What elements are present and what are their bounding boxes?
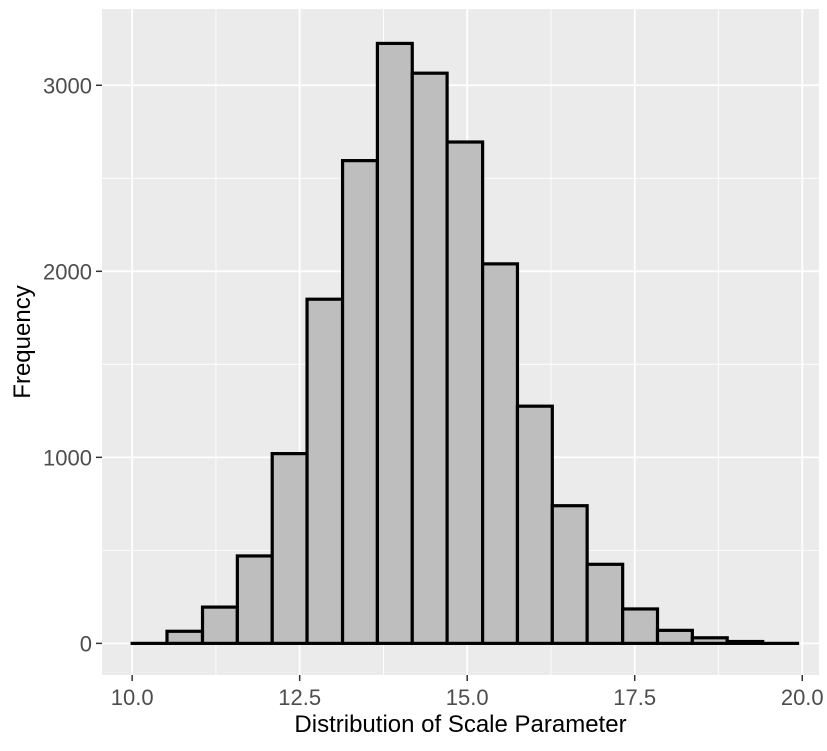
histogram-bar [587, 564, 623, 643]
y-tick-label: 1000 [43, 445, 92, 470]
histogram-bar [623, 609, 658, 643]
histogram-bar [237, 556, 272, 643]
histogram-bar [343, 161, 378, 644]
y-axis-ticks: 0 1000 2000 3000 [43, 73, 102, 656]
x-tick-label: 20.0 [781, 685, 824, 710]
x-axis-ticks: 10.0 12.5 15.0 17.5 20.0 [111, 675, 824, 710]
histogram-bar [272, 454, 307, 644]
y-axis-title: Frequency [9, 285, 36, 398]
y-tick-label: 3000 [43, 73, 92, 98]
x-tick-label: 10.0 [111, 685, 154, 710]
histogram-bar [727, 642, 763, 644]
histogram-bar [483, 264, 518, 644]
histogram-bar [517, 406, 552, 643]
histogram-bar [167, 631, 203, 643]
x-tick-label: 17.5 [613, 685, 656, 710]
y-tick-label: 0 [80, 631, 92, 656]
histogram-bar [658, 630, 693, 643]
histogram-bar [447, 142, 483, 643]
histogram-bar [377, 43, 412, 643]
y-tick-label: 2000 [43, 259, 92, 284]
x-tick-label: 12.5 [278, 685, 321, 710]
histogram-bar [203, 607, 238, 643]
x-tick-label: 15.0 [446, 685, 489, 710]
histogram-bar [692, 638, 727, 644]
histogram-bar [552, 506, 587, 644]
histogram-bar [307, 299, 343, 643]
histogram-bar [412, 73, 447, 643]
x-axis-title: Distribution of Scale Parameter [294, 711, 626, 738]
